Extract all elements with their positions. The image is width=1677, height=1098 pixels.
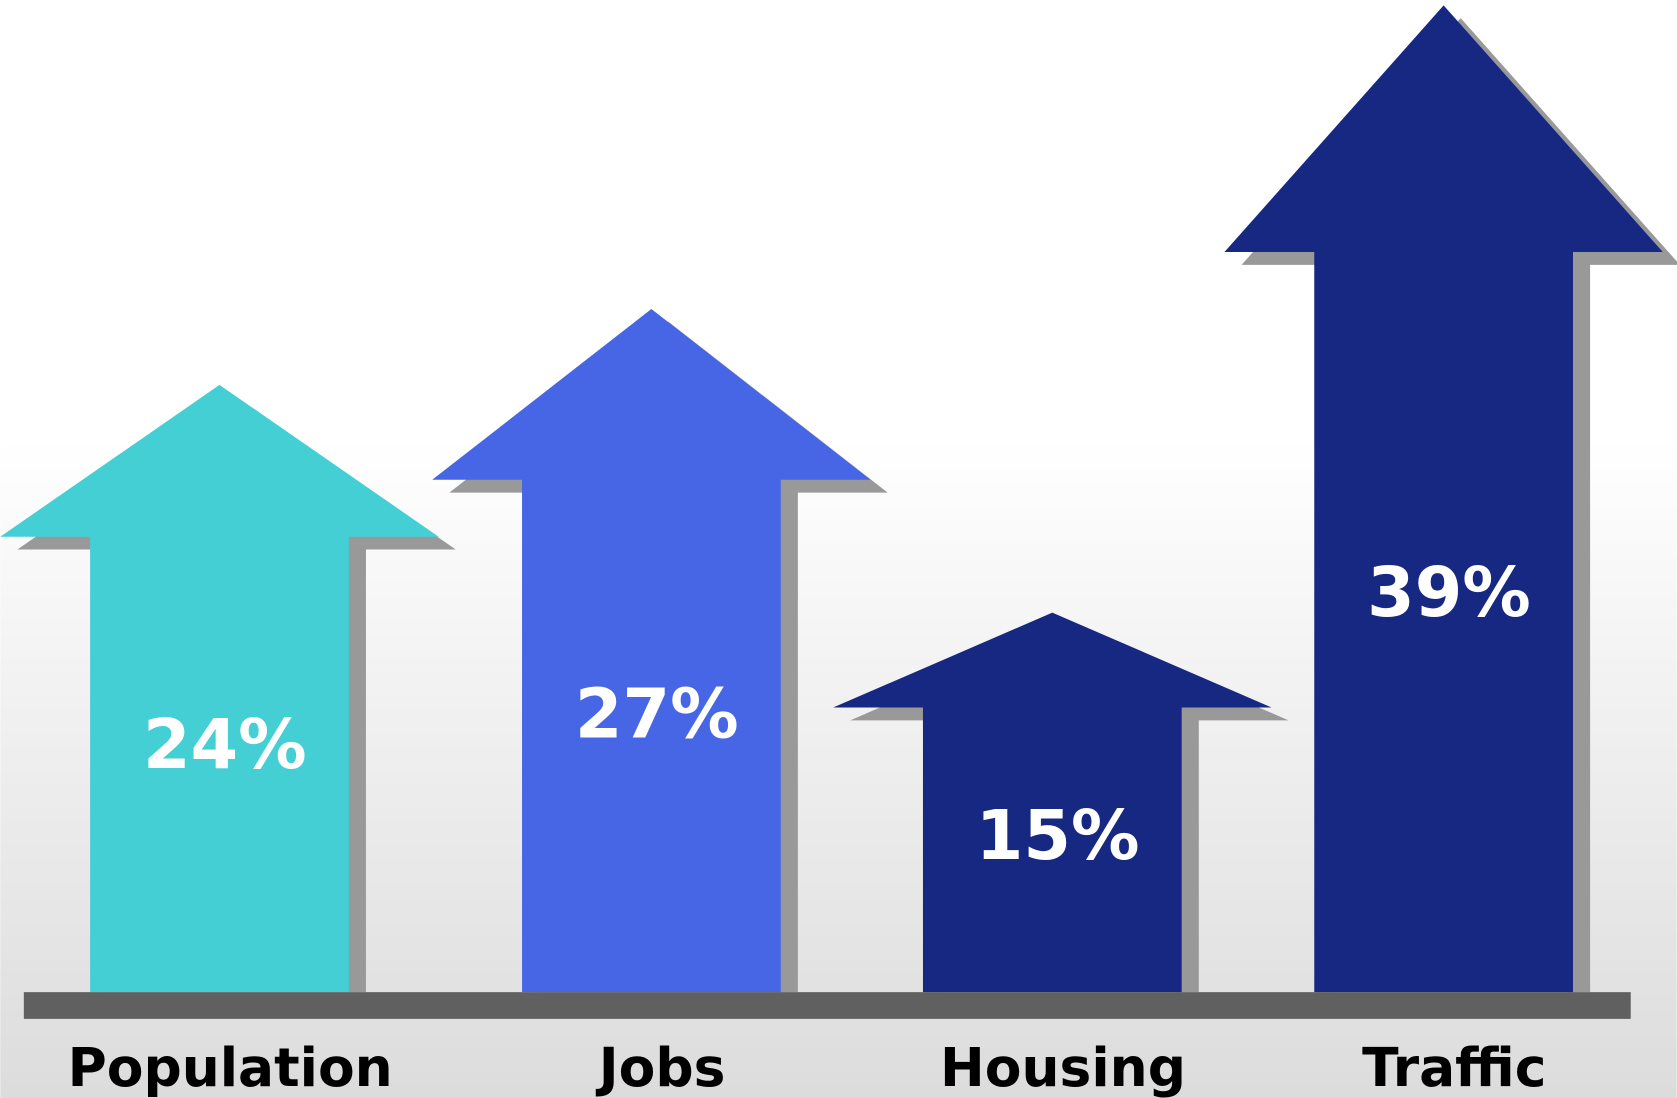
category-label: Housing [940, 1036, 1186, 1098]
value-label: 39% [1367, 553, 1531, 633]
baseline [23, 992, 1631, 1019]
arrow [0, 384, 439, 993]
arrow [833, 612, 1272, 993]
labels: 24% Population 27% Jobs 15% Housing 39% Traffic [68, 553, 1547, 1098]
value-label: 24% [143, 705, 307, 785]
arrows [0, 5, 1677, 993]
value-label: 15% [976, 796, 1140, 876]
category-label: Population [68, 1036, 393, 1098]
arrow [432, 308, 871, 993]
category-label: Traffic [1362, 1036, 1546, 1098]
arrow [1224, 5, 1663, 993]
category-label: Jobs [596, 1036, 726, 1098]
value-label: 27% [575, 674, 739, 754]
